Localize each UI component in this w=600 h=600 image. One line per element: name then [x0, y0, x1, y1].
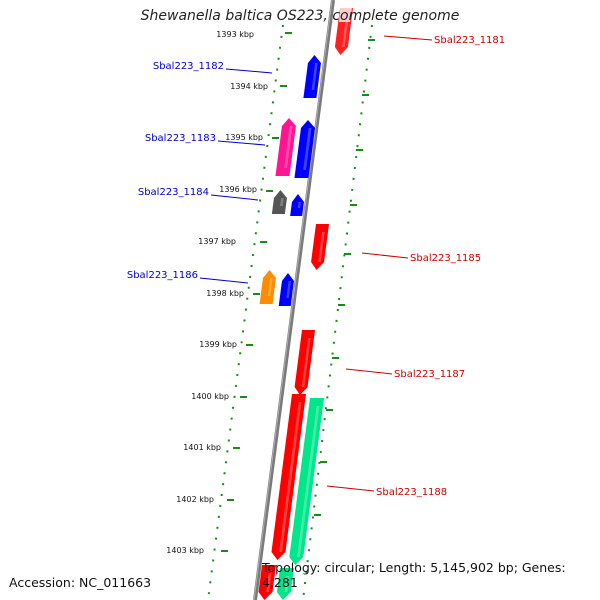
gene-label-right[interactable]: Sbal223_1181 [434, 35, 505, 46]
gene-sbal223-1182 [303, 55, 321, 98]
gene-sbal223-1185-highlight [318, 232, 325, 262]
gene-sbal223-1186-orange [259, 270, 276, 304]
gene-sbal223-1181-highlight [342, 16, 349, 47]
gene-sbal223-1188-highlight [297, 406, 320, 557]
gene-label-left[interactable]: Sbal223_1184 [138, 187, 209, 198]
gene-leader-line [225, 68, 273, 74]
kbp-tick-label: 1400 kbp [191, 392, 229, 401]
gene-sbal223-1188-red-highlight [279, 402, 302, 552]
gene-partial-green [276, 568, 294, 600]
kbp-tick-label: 1399 kbp [199, 340, 237, 349]
gene-sbal223-1188 [289, 398, 324, 565]
gene-label-left[interactable]: Sbal223_1186 [127, 270, 198, 281]
gene-partial-red-highlight [266, 573, 272, 592]
dotted-track-left [207, 24, 284, 600]
kbp-tick-label: 1403 kbp [166, 546, 204, 555]
kbp-tick-label: 1398 kbp [206, 289, 244, 298]
kbp-tick-label: 1397 kbp [198, 237, 236, 246]
kbp-tick-label: 1393 kbp [216, 30, 254, 39]
gene-leader-line [210, 194, 259, 201]
kbp-tick-label: 1395 kbp [225, 133, 263, 142]
kbp-ticks: 1393 kbp 1394 kbp 1395 kbp 1396 kbp 1397 kbp… [166, 30, 375, 555]
gene-leader-line [217, 140, 266, 146]
topology-summary: Topology: circular; Length: 5,145,902 bp… [262, 560, 566, 590]
gene-partial-red [258, 565, 276, 600]
gene-leader-line [345, 368, 393, 375]
gene-label-right[interactable]: Sbal223_1187 [394, 369, 465, 380]
gene-sbal223-1186 [278, 273, 294, 306]
gene-sbal223-1184-highlight [297, 202, 301, 208]
gene-sbal223-1186-highlight [286, 281, 291, 298]
gene-leader-line [361, 252, 409, 259]
gene-label-right[interactable]: Sbal223_1188 [376, 487, 447, 498]
kbp-tick-label: 1396 kbp [219, 185, 257, 194]
gene-partial-green-highlight [284, 576, 290, 592]
gene-sbal223-1184 [290, 194, 304, 216]
kbp-tick-label: 1401 kbp [183, 443, 221, 452]
genome-title: Shewanella baltica OS223, complete genom… [140, 8, 460, 24]
kbp-tick-label: 1402 kbp [176, 495, 214, 504]
gene-sbal223-1188-red [271, 394, 306, 560]
gene-sbal223-1184-gray-highlight [280, 198, 284, 206]
accession-text: Accession: NC_011663 [9, 575, 152, 590]
gene-sbal223-1183-highlight [303, 128, 312, 170]
gene-sbal223-1187 [294, 330, 315, 395]
gene-sbal223-1183-pink-highlight [284, 126, 293, 168]
genome-axis [253, 0, 335, 600]
gene-sbal223-1183-pink [275, 118, 296, 176]
gene-sbal223-1184-gray [271, 190, 287, 214]
dotted-track-right [302, 24, 373, 600]
gene-leader-line [383, 35, 433, 41]
gene-leader-line [326, 485, 375, 492]
gene-leader-line [199, 277, 249, 284]
gene-sbal223-1186-orange-highlight [267, 278, 273, 296]
gene-labels: Sbal223_1182 Sbal223_1183 Sbal223_1184 Sbal… [127, 35, 505, 498]
gene-sbal223-1182-highlight [311, 63, 318, 90]
gene-label-left[interactable]: Sbal223_1183 [145, 133, 216, 144]
kbp-tick-label: 1394 kbp [230, 82, 268, 91]
gene-label-right[interactable]: Sbal223_1185 [410, 253, 481, 264]
gene-label-left[interactable]: Sbal223_1182 [153, 61, 224, 72]
gene-sbal223-1181-tip [339, 8, 352, 22]
gene-sbal223-1187-highlight [301, 338, 311, 387]
gene-sbal223-1185 [311, 224, 329, 270]
gene-sbal223-1183 [294, 120, 315, 178]
gene-features [258, 8, 353, 600]
